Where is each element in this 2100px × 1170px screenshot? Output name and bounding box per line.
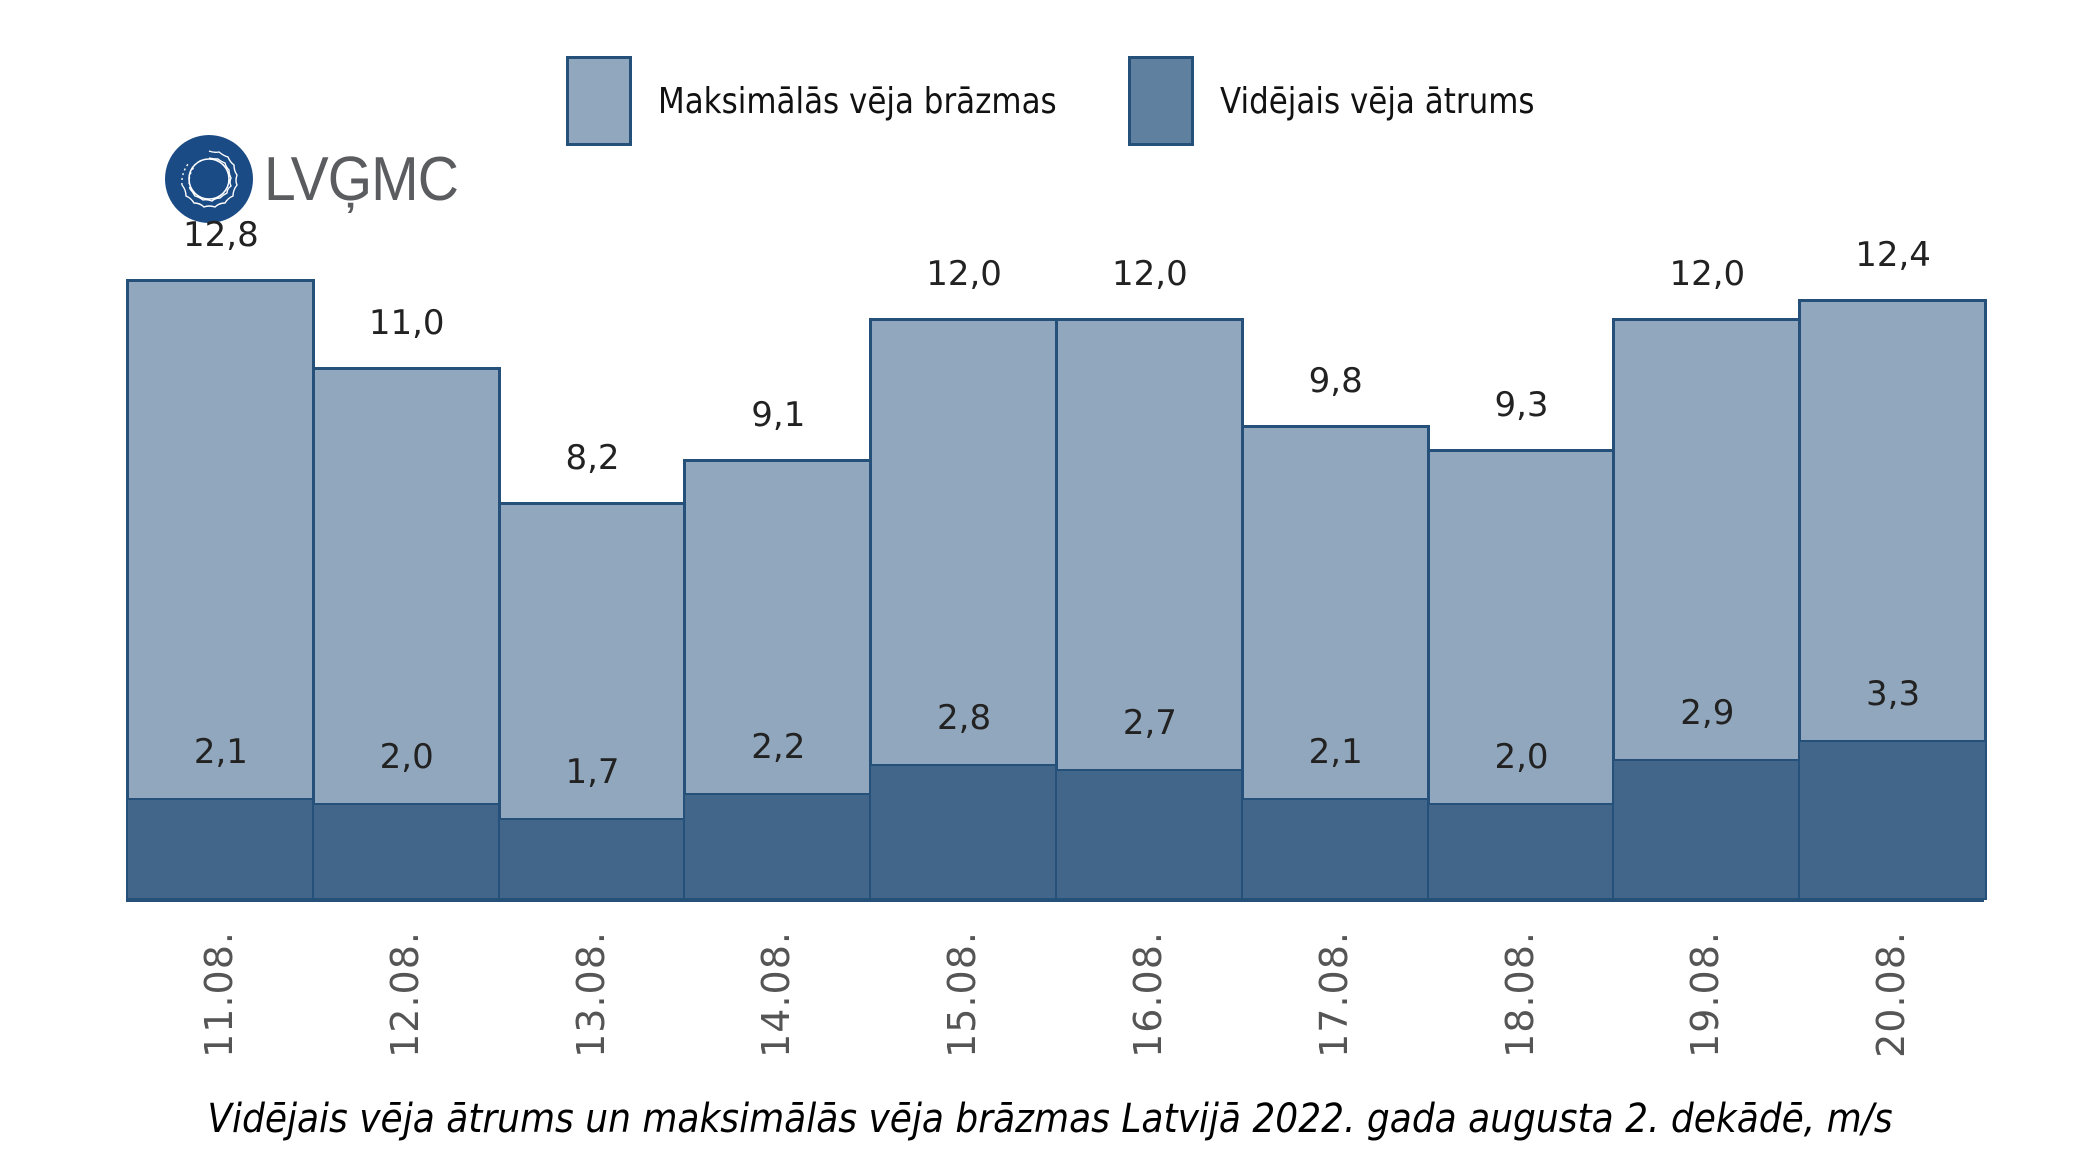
legend-swatch-max-gusts	[566, 56, 632, 146]
value-label-avg-speed: 2,0	[1494, 737, 1549, 777]
value-label-max-gust: 9,3	[1494, 384, 1549, 425]
legend-label-avg-speed: Vidējais vēja ātrums	[1220, 80, 1535, 122]
bar-avg-speed	[1612, 759, 1802, 900]
lvgmc-logo-icon	[165, 135, 253, 223]
lvgmc-logo: LVĢMC	[164, 118, 475, 240]
x-axis-date-label: 18.08.	[1497, 931, 1542, 1058]
x-axis-date-label: 14.08.	[754, 931, 799, 1058]
value-label-max-gust: 11,0	[368, 302, 445, 343]
value-label-max-gust: 12,4	[1855, 234, 1931, 275]
legend-item-avg-speed: Vidējais vēja ātrums	[1128, 56, 1610, 146]
bar-avg-speed	[1055, 769, 1244, 900]
bar-avg-speed	[869, 764, 1058, 900]
chart-title: Vidējais vēja ātrums un maksimālās vēja …	[207, 1096, 1893, 1142]
value-label-max-gust: 8,2	[565, 438, 620, 479]
value-label-max-gust: 9,8	[1308, 360, 1363, 401]
bar-avg-speed	[683, 793, 873, 900]
legend-item-max-gusts: Maksimālās vēja brāzmas	[566, 56, 1146, 146]
value-label-max-gust: 9,1	[751, 394, 806, 435]
bar-avg-speed	[497, 817, 687, 900]
value-label-max-gust: 12,0	[926, 254, 1002, 294]
bar-avg-speed	[1240, 798, 1430, 900]
value-label-avg-speed: 3,3	[1866, 673, 1921, 714]
value-label-avg-speed: 2,7	[1122, 703, 1177, 744]
x-axis-baseline	[126, 898, 1984, 902]
value-label-max-gust: 12,0	[1112, 254, 1188, 294]
value-label-avg-speed: 2,8	[937, 698, 992, 739]
x-axis-date-label: 17.08.	[1311, 931, 1356, 1058]
value-label-avg-speed: 1,7	[565, 751, 620, 792]
value-label-max-gust: 12,0	[1669, 254, 1746, 294]
x-axis-date-label: 15.08.	[940, 931, 985, 1058]
legend-label-max-gusts: Maksimālās vēja brāzmas	[658, 80, 1057, 122]
bar-avg-speed	[1426, 803, 1616, 900]
value-label-avg-speed: 2,1	[1308, 732, 1363, 773]
value-label-avg-speed: 2,1	[193, 732, 248, 773]
x-axis-date-label: 13.08.	[568, 931, 613, 1058]
x-axis-date-label: 12.08.	[382, 931, 427, 1058]
x-axis-date-label: 20.08.	[1869, 931, 1914, 1058]
x-axis-date-label: 19.08.	[1683, 931, 1728, 1058]
value-label-avg-speed: 2,9	[1680, 693, 1735, 734]
x-axis-date-label: 16.08.	[1125, 931, 1170, 1058]
logo-text: LVĢMC	[264, 144, 459, 214]
value-label-avg-speed: 2,0	[379, 737, 434, 777]
bar-max-gust	[126, 279, 315, 900]
value-label-avg-speed: 2,2	[751, 727, 806, 768]
x-axis-date-label: 11.08.	[196, 931, 241, 1058]
bar-avg-speed	[126, 798, 315, 900]
legend-swatch-avg-speed	[1128, 56, 1194, 146]
bar-avg-speed	[1798, 739, 1987, 900]
bar-avg-speed	[311, 803, 501, 900]
chart-legend: Maksimālās vēja brāzmas Vidējais vēja āt…	[566, 54, 1534, 148]
value-label-max-gust: 12,8	[183, 215, 259, 256]
